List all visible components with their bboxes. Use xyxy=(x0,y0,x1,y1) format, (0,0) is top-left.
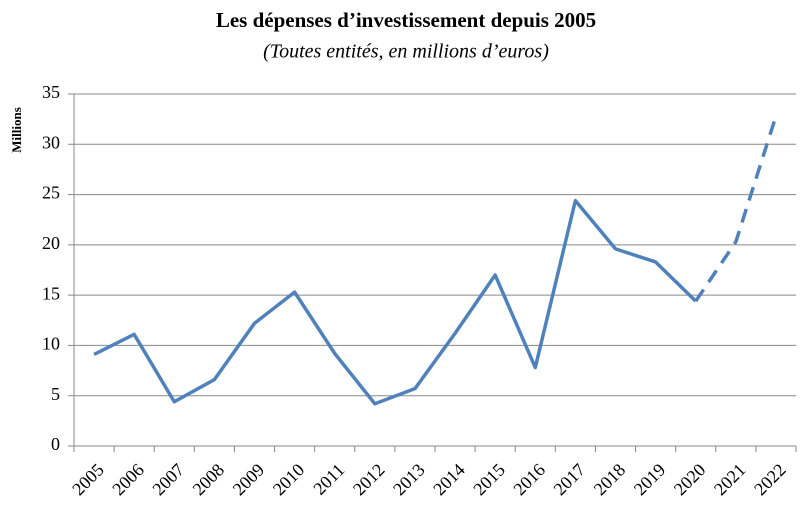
x-tick-label: 2019 xyxy=(630,460,670,500)
y-tick-label: 20 xyxy=(42,233,60,253)
y-tick-label: 5 xyxy=(51,384,60,404)
x-tick-label: 2015 xyxy=(469,460,509,500)
y-tick-label: 35 xyxy=(42,82,60,102)
x-tick-label: 2013 xyxy=(389,460,429,500)
y-tick-label: 10 xyxy=(42,334,60,354)
x-tick-label: 2021 xyxy=(710,460,750,500)
x-tick-label: 2005 xyxy=(68,460,108,500)
x-tick-label: 2020 xyxy=(670,460,710,500)
x-tick-label: 2014 xyxy=(429,460,469,500)
y-tick-label: 25 xyxy=(42,183,60,203)
x-tick-label: 2007 xyxy=(148,460,188,500)
line-series xyxy=(694,115,778,303)
x-tick-label: 2012 xyxy=(349,460,389,500)
chart-subtitle: (Toutes entités, en millions d’euros) xyxy=(263,41,549,63)
x-tick-label: 2006 xyxy=(108,460,148,500)
line-series xyxy=(93,198,697,406)
y-tick-label: 30 xyxy=(42,132,60,152)
x-tick-label: 2016 xyxy=(509,460,549,500)
y-tick-label: 0 xyxy=(51,434,60,454)
x-tick-label: 2017 xyxy=(550,460,590,500)
x-tick-label: 2018 xyxy=(590,460,630,500)
x-tick-label: 2011 xyxy=(309,460,348,499)
x-tick-label: 2008 xyxy=(189,460,229,500)
y-axis-label: Millions xyxy=(9,107,24,153)
x-tick-label: 2010 xyxy=(269,460,309,500)
chart-title: Les dépenses d’investissement depuis 200… xyxy=(216,8,596,32)
x-tick-label: 2022 xyxy=(750,460,790,500)
x-tick-label: 2009 xyxy=(229,460,269,500)
y-tick-label: 15 xyxy=(42,283,60,303)
